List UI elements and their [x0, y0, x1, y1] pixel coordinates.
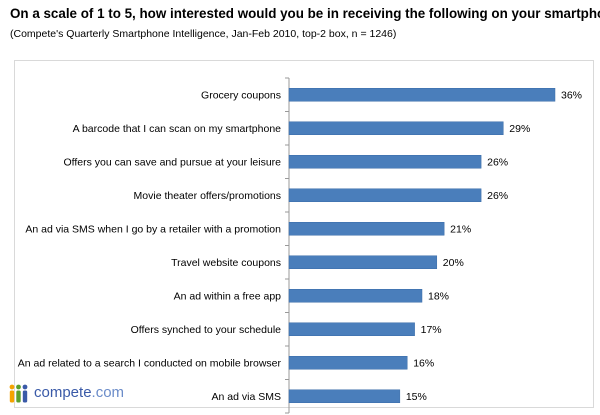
- logo-text: compete.com: [34, 384, 124, 401]
- bar: [288, 155, 482, 169]
- bar-value-label: 29%: [509, 123, 530, 135]
- bar: [288, 322, 415, 336]
- bar-value-label: 16%: [413, 357, 434, 369]
- bar: [288, 222, 445, 236]
- logo-suffix: .com: [91, 384, 125, 401]
- bar-value-label: 26%: [487, 156, 508, 168]
- category-label: Movie theater offers/promotions: [134, 190, 281, 202]
- bar-value-label: 17%: [421, 324, 442, 336]
- bar: [288, 289, 423, 303]
- bar: [288, 88, 556, 102]
- bar: [288, 356, 408, 370]
- bar: [288, 389, 401, 403]
- people-icon: [9, 384, 28, 403]
- bar-value-label: 36%: [561, 89, 582, 101]
- category-label: An ad via SMS when I go by a retailer wi…: [25, 223, 281, 235]
- bar-value-label: 21%: [450, 223, 471, 235]
- chart-title: On a scale of 1 to 5, how interested wou…: [10, 6, 600, 21]
- bar-value-label: 15%: [406, 391, 427, 403]
- category-label: Offers synched to your schedule: [131, 324, 282, 336]
- category-label: An ad related to a search I conducted on…: [18, 357, 282, 369]
- category-label: A barcode that I can scan on my smartpho…: [73, 123, 282, 135]
- chart-subtitle: (Compete's Quarterly Smartphone Intellig…: [10, 28, 397, 40]
- bar-value-label: 20%: [443, 257, 464, 269]
- compete-logo: compete.com: [8, 382, 138, 408]
- category-label: Offers you can save and pursue at your l…: [63, 156, 281, 168]
- bar: [288, 121, 504, 135]
- chart-frame: [14, 60, 594, 408]
- category-label: An ad within a free app: [174, 290, 282, 302]
- bar-value-label: 18%: [428, 290, 449, 302]
- bar: [288, 188, 482, 202]
- category-label: Travel website coupons: [171, 257, 281, 269]
- bar: [288, 255, 438, 269]
- bar-value-label: 26%: [487, 190, 508, 202]
- category-label: An ad via SMS: [212, 391, 281, 403]
- logo-brand: compete: [34, 384, 92, 401]
- category-label: Grocery coupons: [201, 89, 281, 101]
